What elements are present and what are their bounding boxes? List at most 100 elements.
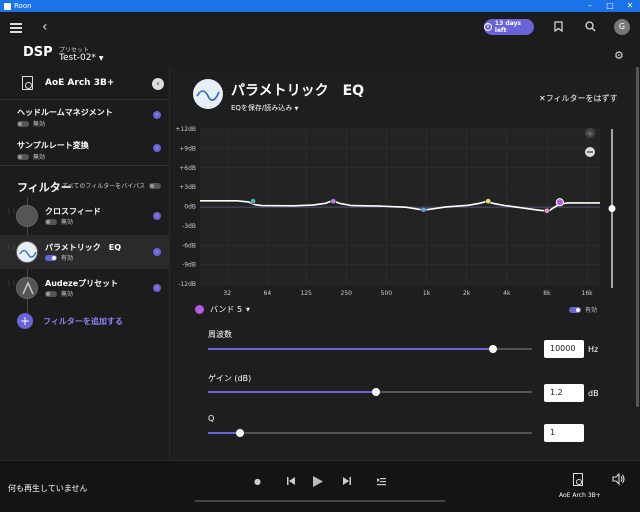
- gain-input[interactable]: 1.2: [544, 384, 584, 402]
- remove-filter-label: フィルターをはずす: [545, 94, 618, 103]
- plus-icon: +: [587, 129, 594, 138]
- volume-icon[interactable]: [612, 472, 626, 488]
- band-handle[interactable]: [485, 198, 492, 205]
- q-input[interactable]: 1: [544, 424, 584, 442]
- y-tick-label: +9dB: [179, 145, 196, 152]
- queue-icon[interactable]: [376, 475, 386, 489]
- chevron-right-icon[interactable]: ›: [153, 144, 161, 152]
- seek-bar[interactable]: [195, 500, 445, 502]
- zone-name[interactable]: AoE Arch 3B+: [559, 492, 601, 499]
- eq-curve-icon: [16, 241, 38, 263]
- filter-status: 無効: [45, 217, 73, 226]
- chevron-right-icon[interactable]: ›: [153, 284, 161, 292]
- save-load-label: EQを保存/読み込み: [231, 104, 293, 112]
- main-scrollbar[interactable]: [636, 67, 639, 407]
- slider-fill: [208, 391, 377, 393]
- band-enabled-label: 有効: [585, 307, 598, 314]
- filter-row-parametric-eq[interactable]: ⋮⋮ パラメトリック EQ 有効 ›: [0, 235, 170, 269]
- device-row: AoE Arch 3B+ ‹: [0, 67, 170, 99]
- band-handle[interactable]: [330, 198, 337, 205]
- speaker-icon: [22, 76, 33, 90]
- next-icon[interactable]: [342, 475, 352, 489]
- sample-rate-toggle[interactable]: [17, 153, 29, 160]
- slider-knob[interactable]: [489, 345, 498, 353]
- previous-icon[interactable]: [286, 475, 296, 489]
- back-icon[interactable]: ‹: [42, 19, 48, 35]
- slider-knob[interactable]: [236, 429, 245, 437]
- chevron-right-icon[interactable]: ›: [153, 111, 161, 119]
- window-titlebar: Roon – □ ✕: [0, 0, 640, 12]
- close-icon: ✕: [539, 94, 546, 103]
- q-slider[interactable]: [208, 429, 532, 437]
- eq-chart-svg[interactable]: 32 64 125 250 500 1k 2k 4k 8k 16k +12dB +9dB +6dB +3d…: [171, 120, 640, 300]
- zoom-in-button[interactable]: [585, 128, 595, 138]
- y-tick-label: -9dB: [182, 262, 196, 269]
- sidebar-item-label: サンプルレート変換: [17, 141, 89, 150]
- add-filter-button[interactable]: + フィルターを追加する: [17, 313, 123, 329]
- y-tick-label: -3dB: [182, 223, 196, 230]
- frequency-unit: Hz: [588, 345, 599, 354]
- band-select[interactable]: バンド 5 ▼: [195, 304, 250, 315]
- y-tick-label: +6dB: [179, 165, 196, 172]
- sidebar-item-status: 無効: [17, 152, 45, 161]
- x-tick-label: 500: [381, 290, 393, 297]
- remove-filter-button[interactable]: ✕フィルターをはずす: [539, 93, 618, 104]
- minimize-button[interactable]: –: [588, 1, 592, 10]
- bypass-all: すべてのフィルターをバイパス: [62, 181, 162, 190]
- filter-row-audeze[interactable]: ⋮⋮ Audezeプリセット 無効 ›: [0, 271, 170, 305]
- drag-handle-icon[interactable]: ⋮⋮: [6, 244, 17, 251]
- page-title: DSP: [23, 45, 53, 60]
- x-tick-label: 64: [264, 290, 272, 297]
- filter-name: クロスフィード: [45, 207, 101, 216]
- chevron-right-icon[interactable]: ›: [153, 212, 161, 220]
- filter-row-crossfeed[interactable]: ⋮⋮ クロスフィード 無効 ›: [0, 199, 170, 233]
- sidebar: AoE Arch 3B+ ‹ ヘッドルームマネジメント 無効 › サンプルレート…: [0, 67, 170, 460]
- trial-badge[interactable]: i 13 days left: [484, 19, 534, 35]
- eq-curve-icon: [193, 79, 223, 109]
- close-window-button[interactable]: ✕: [626, 1, 634, 10]
- y-tick-label: +3dB: [179, 184, 196, 191]
- band-color-dot: [195, 305, 204, 314]
- bookmark-icon[interactable]: [554, 21, 563, 35]
- speaker-icon[interactable]: [573, 473, 583, 486]
- frequency-slider[interactable]: [208, 345, 532, 353]
- band-handle[interactable]: [544, 207, 550, 214]
- slider-knob[interactable]: [372, 388, 381, 396]
- parametric-eq-toggle[interactable]: [45, 254, 57, 261]
- search-icon[interactable]: [585, 21, 596, 35]
- band-enabled-toggle[interactable]: [569, 306, 581, 313]
- crossfeed-toggle[interactable]: [45, 218, 57, 225]
- chevron-right-icon[interactable]: ›: [153, 248, 161, 256]
- frequency-input[interactable]: 10000: [544, 340, 584, 358]
- preset-select[interactable]: Test-02* ▼: [59, 53, 103, 63]
- vertical-slider-knob[interactable]: [608, 205, 616, 212]
- menu-icon[interactable]: [10, 23, 22, 33]
- audeze-toggle[interactable]: [45, 290, 57, 297]
- drag-handle-icon[interactable]: ⋮⋮: [6, 208, 17, 215]
- status-text: 無効: [61, 219, 74, 226]
- band-handle[interactable]: [555, 198, 564, 207]
- status-text: 無効: [61, 291, 74, 298]
- eq-chart[interactable]: 32 64 125 250 500 1k 2k 4k 8k 16k +12dB +9dB +6dB +3d…: [171, 120, 640, 300]
- avatar[interactable]: G: [614, 19, 630, 35]
- x-tick-label: 8k: [543, 290, 551, 297]
- bypass-toggle[interactable]: [149, 182, 162, 189]
- band-handle[interactable]: [250, 198, 256, 205]
- gain-slider[interactable]: [208, 388, 532, 396]
- filter-name: Audezeプリセット: [45, 279, 119, 288]
- trial-label: 13 days left: [494, 20, 521, 34]
- drag-handle-icon[interactable]: ⋮⋮: [6, 280, 17, 287]
- collapse-sidebar-button[interactable]: ‹: [152, 78, 164, 90]
- play-icon[interactable]: [312, 475, 324, 491]
- save-load-eq-dropdown[interactable]: EQを保存/読み込み ▼: [231, 103, 298, 113]
- add-filter-label: フィルターを追加する: [43, 316, 123, 326]
- band-handle[interactable]: [420, 206, 427, 213]
- stop-icon[interactable]: ●: [254, 477, 261, 486]
- q-label: Q: [208, 414, 215, 423]
- divider: [0, 165, 170, 166]
- gain-unit: dB: [588, 389, 599, 398]
- y-tick-label: -6dB: [182, 242, 196, 249]
- maximize-button[interactable]: □: [606, 1, 614, 10]
- headroom-toggle[interactable]: [17, 120, 29, 127]
- gear-icon[interactable]: ⚙: [614, 49, 624, 62]
